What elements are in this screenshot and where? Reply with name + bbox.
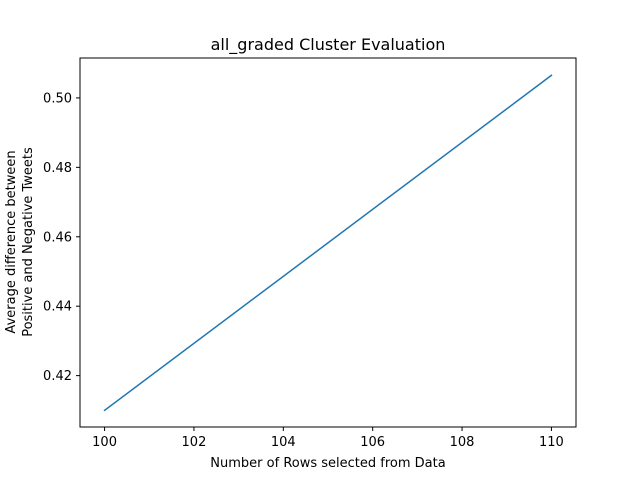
x-tick-label: 102 bbox=[182, 435, 207, 450]
x-axis-ticks: 100 102 104 106 108 110 bbox=[92, 427, 564, 450]
y-axis-ticks: 0.42 0.44 0.46 0.48 0.50 bbox=[43, 91, 80, 384]
y-tick-label: 0.46 bbox=[43, 230, 72, 245]
x-tick-label: 104 bbox=[271, 435, 296, 450]
y-tick-label: 0.44 bbox=[43, 300, 72, 315]
x-tick-label: 100 bbox=[92, 435, 117, 450]
x-tick-label: 108 bbox=[450, 435, 475, 450]
x-axis-label: Number of Rows selected from Data bbox=[210, 456, 445, 471]
series-line-1 bbox=[103, 74, 553, 412]
x-tick-label: 110 bbox=[539, 435, 564, 450]
plot-frame bbox=[79, 57, 577, 428]
plot-area bbox=[79, 57, 577, 428]
chart-title: all_graded Cluster Evaluation bbox=[211, 35, 446, 55]
y-tick-label: 0.48 bbox=[43, 161, 72, 176]
y-tick-label: 0.50 bbox=[43, 91, 72, 106]
x-tick-label: 106 bbox=[360, 435, 385, 450]
y-axis-label-line-2: Positive and Negative Tweets bbox=[21, 147, 36, 337]
y-axis-label-line-1: Average difference between bbox=[4, 150, 19, 333]
y-tick-label: 0.42 bbox=[43, 369, 72, 384]
series-layer bbox=[103, 74, 553, 412]
